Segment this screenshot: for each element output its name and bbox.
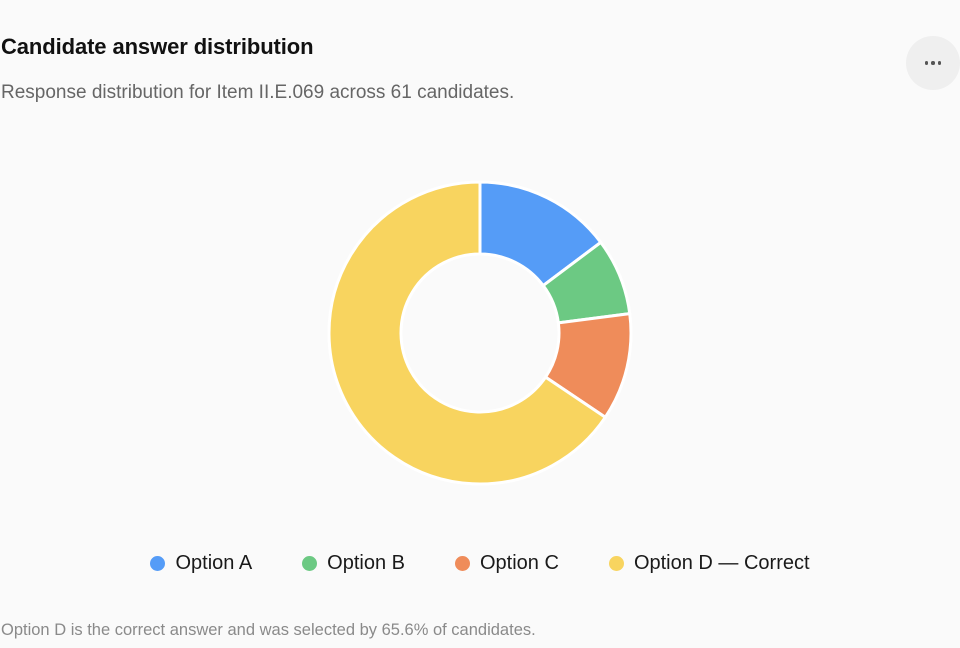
legend-item-2[interactable]: Option B [302,552,405,575]
donut-slice-4[interactable] [327,180,607,486]
legend-label: Option B [327,552,405,574]
donut-chart [0,120,960,540]
legend-swatch [608,556,624,571]
donut-chart-svg [327,180,633,486]
legend-label: Option C [480,552,559,574]
legend-label: Option A [175,552,253,574]
more-horizontal-icon [924,61,942,65]
legend-item-4[interactable]: Option D — Correct [608,552,810,575]
chart-footnote: Option D is the correct answer and was s… [1,621,536,639]
more-options-button[interactable] [906,36,960,90]
legend-swatch [150,556,166,571]
chart-subtitle: Response distribution for Item II.E.069 … [1,82,515,103]
chart-legend: Option A Option B Option C Option D — Corre… [0,552,960,575]
legend-label: Option D — Correct [633,552,810,574]
legend-swatch [302,556,318,571]
legend-item-1[interactable]: Option A [150,552,252,575]
legend-swatch [455,556,470,571]
legend-item-3[interactable]: Option C [455,552,559,575]
chart-title: Candidate answer distribution [1,34,314,59]
